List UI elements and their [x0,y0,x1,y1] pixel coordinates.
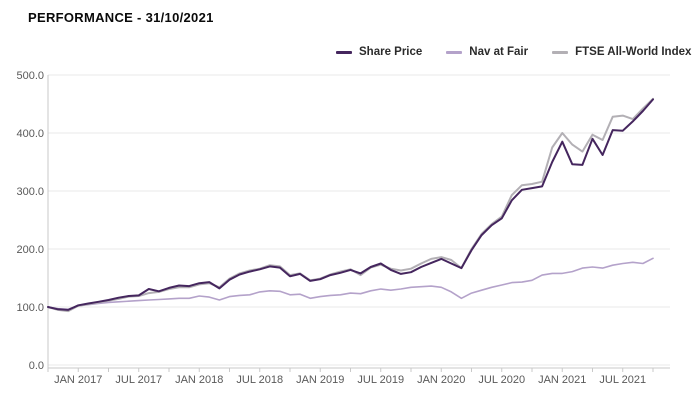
chart-legend: Share Price Nav at Fair FTSE All-World I… [336,46,691,58]
x-axis-labels: JAN 2017 JUL 2017 JAN 2018 JUL 2018 JAN 2019… [54,374,646,386]
nav-at-fair-swatch-icon [446,50,463,54]
series-line-nav-at-fair [47,257,654,311]
ftse-all-world-swatch-icon [552,50,569,54]
x-tick-label: JAN 2021 [538,374,586,386]
x-tick-label: JUL 2020 [478,374,525,386]
x-tick-label: JAN 2020 [417,374,465,386]
y-tick-label: 200.0 [16,244,44,256]
x-tick-label: JAN 2018 [175,374,223,386]
axes [47,75,670,372]
y-tick-label: 500.0 [16,70,44,82]
x-tick-label: JAN 2017 [54,374,102,386]
legend-item-share-price[interactable]: Share Price [336,46,422,58]
y-axis-labels: 0.0 100.0 200.0 300.0 400.0 500.0 [16,70,44,372]
legend-item-ftse-all-world[interactable]: FTSE All-World Index [552,46,691,58]
x-tick-label: JAN 2019 [296,374,344,386]
legend-item-nav-at-fair[interactable]: Nav at Fair [446,46,528,58]
y-tick-label: 100.0 [16,302,44,314]
x-tick-label: JUL 2017 [115,374,162,386]
y-tick-label: 300.0 [16,186,44,198]
legend-label: Share Price [359,46,423,58]
series-line-ftse-all-world-index [47,97,654,313]
x-tick-label: JUL 2018 [236,374,283,386]
x-tick-label: JUL 2021 [599,374,646,386]
share-price-swatch-icon [336,50,352,54]
y-tick-label: 0.0 [29,360,44,372]
x-tick-label: JUL 2019 [357,374,404,386]
y-gridlines [48,74,670,366]
page-title: PERFORMANCE - 31/10/2021 [28,10,214,25]
legend-label: FTSE All-World Index [575,46,692,58]
legend-label: Nav at Fair [469,46,529,58]
series-line-share-price [47,98,654,311]
y-tick-label: 400.0 [16,128,44,140]
